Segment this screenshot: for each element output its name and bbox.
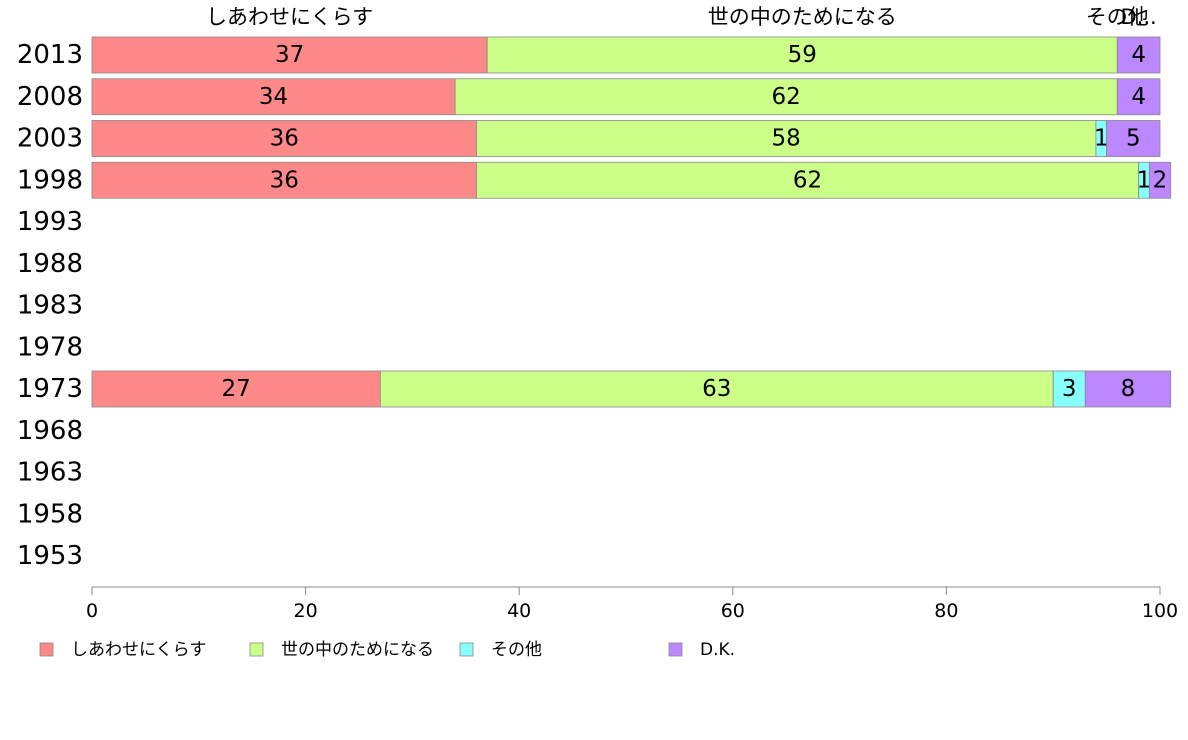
data-label-1973-series-3: 8 [1121, 376, 1136, 402]
data-label-2013-series-3: 4 [1131, 42, 1146, 68]
legend-label-3: D.K. [700, 640, 735, 660]
y-tick-label-1968: 1968 [17, 416, 83, 446]
data-label-1973-series-0: 27 [222, 376, 251, 402]
data-label-2013-series-0: 37 [275, 42, 304, 68]
y-tick-label-1978: 1978 [17, 332, 83, 362]
y-tick-label-1953: 1953 [17, 541, 83, 571]
legend-swatch-3 [668, 642, 683, 657]
bar-1973-series-0 [91, 370, 381, 408]
top-label-3: D... [1121, 5, 1157, 29]
x-tick-label-0: 0 [86, 600, 98, 622]
data-label-2003-series-3: 5 [1126, 126, 1141, 152]
bar-1973-series-3 [1084, 370, 1172, 408]
legend-label-2: その他 [491, 640, 542, 660]
y-tick-label-1963: 1963 [17, 458, 83, 488]
y-tick-label-2013: 2013 [17, 40, 83, 70]
bar-2008-series-0 [91, 78, 456, 116]
data-label-1998-series-0: 36 [270, 167, 299, 193]
bar-2008-series-3 [1116, 78, 1161, 116]
x-tick-label-20: 20 [294, 600, 318, 622]
data-label-2008-series-3: 4 [1131, 84, 1146, 110]
legend-swatch-1 [249, 642, 264, 657]
x-tick-label-60: 60 [721, 600, 745, 622]
x-axis: 0 20 40 60 80 100 [86, 586, 1178, 622]
y-tick-label-1983: 1983 [17, 291, 83, 321]
legend-swatch-2 [459, 642, 474, 657]
legend-swatch-0 [39, 642, 54, 657]
data-label-1998-series-1: 62 [793, 167, 822, 193]
x-tick-label-40: 40 [507, 600, 531, 622]
bar-2008-series-1 [454, 78, 1118, 116]
x-tick-label-100: 100 [1142, 600, 1178, 622]
y-tick-label-1993: 1993 [17, 207, 83, 237]
data-label-1998-series-3: 2 [1153, 167, 1168, 193]
data-label-2008-series-0: 34 [259, 84, 288, 110]
data-label-2008-series-1: 62 [772, 84, 801, 110]
data-label-2013-series-1: 59 [788, 42, 817, 68]
bar-2003-series-1 [476, 120, 1097, 157]
data-label-2003-series-1: 58 [772, 126, 801, 152]
bar-1998-series-3 [1148, 161, 1172, 199]
bar-2013-series-1 [486, 36, 1118, 74]
data-label-1973-series-1: 63 [702, 376, 731, 402]
y-axis-labels: 2013 2008 2003 1998 1993 1988 1983 1978 1973 1968… [17, 40, 83, 571]
data-label-1998-series-2: 1 [1137, 167, 1152, 193]
legend-label-1: 世の中のためになる [281, 640, 434, 660]
y-tick-label-2008: 2008 [17, 82, 83, 112]
y-tick-label-1958: 1958 [17, 499, 83, 529]
bar-2013-series-3 [1116, 36, 1161, 74]
bar-1998-series-0 [91, 161, 477, 199]
bar-1998-series-1 [476, 161, 1140, 199]
bar-2003-series-3 [1106, 120, 1161, 157]
y-tick-label-1998: 1998 [17, 165, 83, 195]
legend-label-0: しあわせにくらす [71, 640, 206, 660]
bar-2013-series-0 [91, 36, 488, 74]
data-label-2003-series-2: 1 [1094, 126, 1109, 152]
y-tick-label-1973: 1973 [17, 374, 83, 404]
top-label-2: その他 [1086, 5, 1149, 29]
bar-2003-series-0 [91, 120, 477, 157]
y-tick-label-2003: 2003 [17, 124, 83, 154]
top-label-1: 世の中のためになる [708, 5, 897, 29]
top-category-labels: しあわせにくらす 世の中のためになる その他D... [206, 5, 1157, 29]
legend: しあわせにくらす 世の中のためになる その他 D.K. [39, 640, 735, 660]
y-tick-label-1988: 1988 [17, 249, 83, 279]
x-tick-label-80: 80 [934, 600, 958, 622]
top-label-0: しあわせにくらす [206, 5, 373, 29]
data-label-2003-series-0: 36 [270, 126, 299, 152]
bars: 37 59 434 62 436 58 1 536 62 1 227 63 3 8 [91, 36, 1172, 408]
data-label-1973-series-2: 3 [1062, 376, 1077, 402]
